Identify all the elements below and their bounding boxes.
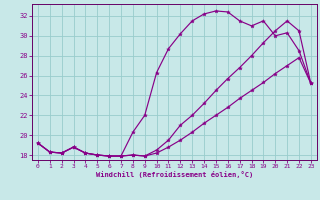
X-axis label: Windchill (Refroidissement éolien,°C): Windchill (Refroidissement éolien,°C)	[96, 171, 253, 178]
